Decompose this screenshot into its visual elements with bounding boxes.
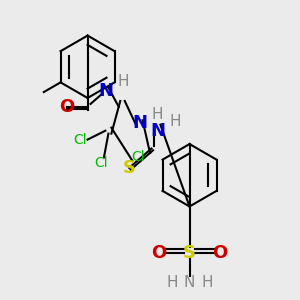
Text: N: N	[98, 82, 113, 100]
Text: S: S	[123, 159, 136, 177]
Text: Cl: Cl	[131, 150, 145, 164]
Text: H: H	[152, 107, 163, 122]
Text: Cl: Cl	[94, 156, 108, 170]
Text: H: H	[118, 74, 129, 89]
Text: N: N	[184, 275, 195, 290]
Text: O: O	[59, 98, 74, 116]
Text: H: H	[167, 275, 178, 290]
Text: O: O	[212, 244, 227, 262]
Text: S: S	[183, 244, 196, 262]
Text: H: H	[169, 114, 181, 129]
Text: H: H	[201, 275, 212, 290]
Text: N: N	[132, 114, 147, 132]
Text: Cl: Cl	[73, 133, 87, 147]
Text: N: N	[150, 122, 165, 140]
Text: O: O	[151, 244, 166, 262]
